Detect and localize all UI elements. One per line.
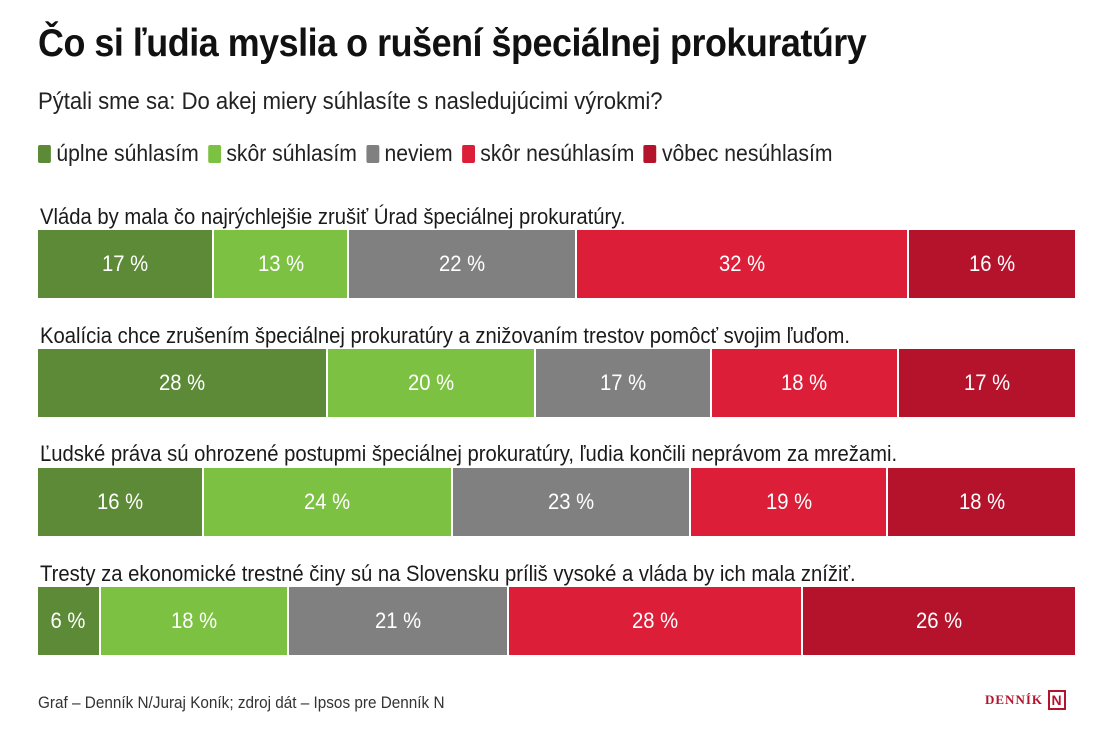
bar-segment: 23 %	[452, 468, 692, 536]
stacked-bar: 16 % 24 % 23 % 19 % 18 %	[38, 468, 1075, 536]
legend: úplne súhlasím skôr súhlasím neviem skôr…	[38, 140, 842, 167]
bar-segment: 16 %	[909, 230, 1075, 298]
legend-swatch	[461, 144, 475, 163]
source-note: Graf – Denník N/Juraj Koník; zdroj dát –…	[38, 693, 445, 712]
bar-segment: 18 %	[100, 587, 290, 655]
data-label: 16 %	[968, 251, 1016, 276]
bar-segment: 24 %	[203, 468, 453, 536]
data-label: 16 %	[96, 489, 144, 514]
data-label: 24 %	[304, 489, 351, 514]
data-label: 21 %	[375, 608, 422, 633]
bar-segment: 32 %	[577, 230, 910, 298]
data-label: 17 %	[599, 370, 646, 395]
bar-segment: 18 %	[712, 349, 899, 417]
bar-segment: 22 %	[349, 230, 578, 298]
data-label: 26 %	[915, 608, 962, 633]
bar-segment: 28 %	[38, 349, 329, 417]
bar-segment: 6 %	[38, 587, 101, 655]
bar-segment: 16 %	[38, 468, 204, 536]
stacked-bar: 17 % 13 % 22 % 32 % 16 %	[38, 230, 1075, 298]
data-label: 13 %	[257, 251, 304, 276]
legend-label: neviem	[384, 140, 453, 166]
stacked-bar: 28 % 20 % 17 % 18 % 17 %	[38, 349, 1075, 417]
bar-segment: 13 %	[214, 230, 350, 298]
legend-swatch	[207, 144, 221, 163]
legend-label: vôbec nesúhlasím	[661, 140, 833, 166]
bar-segment: 20 %	[328, 349, 536, 417]
legend-label: skôr súhlasím	[226, 140, 357, 166]
legend-item-skor-nesuhlasim: skôr nesúhlasím	[461, 140, 635, 167]
chart-title: Čo si ľudia myslia o rušení špeciálnej p…	[38, 22, 867, 65]
legend-item-neviem: neviem	[366, 140, 453, 167]
dennik-n-logo: DENNÍK N	[985, 690, 1067, 710]
question-label: Ľudské práva sú ohrozené postupmi špeciá…	[40, 441, 898, 466]
question-label: Vláda by mala čo najrýchlejšie zrušiť Úr…	[40, 204, 626, 229]
legend-label: úplne súhlasím	[56, 140, 199, 166]
legend-item-skor-suhlasim: skôr súhlasím	[207, 140, 357, 167]
data-label: 23 %	[547, 489, 595, 514]
bar-segment: 17 %	[535, 349, 713, 417]
legend-label: skôr nesúhlasím	[480, 140, 635, 166]
bar-segment: 17 %	[38, 230, 215, 298]
bar-segment: 18 %	[888, 468, 1075, 536]
data-label: 28 %	[631, 608, 679, 633]
logo-text: DENNÍK	[985, 692, 1044, 707]
chart-subtitle: Pýtali sme sa: Do akej miery súhlasíte s…	[38, 88, 663, 115]
data-label: 22 %	[439, 251, 486, 276]
question-label: Koalícia chce zrušením špeciálnej prokur…	[40, 323, 851, 348]
logo-n-icon: N	[1048, 690, 1067, 710]
bar-segment: 28 %	[509, 587, 803, 655]
data-label: 19 %	[765, 489, 812, 514]
legend-swatch	[38, 144, 51, 163]
data-label: 18 %	[171, 608, 218, 633]
data-label: 18 %	[958, 489, 1005, 514]
legend-item-vobec-nesuhlasim: vôbec nesúhlasím	[643, 140, 833, 167]
stacked-bar: 6 % 18 % 21 % 28 % 26 %	[38, 587, 1075, 655]
data-label: 6 %	[50, 608, 86, 633]
legend-swatch	[366, 144, 379, 163]
bar-segment: 21 %	[289, 587, 510, 655]
bar-segment: 19 %	[691, 468, 889, 536]
bar-segment: 26 %	[802, 587, 1075, 655]
data-label: 28 %	[159, 370, 206, 395]
data-label: 17 %	[102, 251, 149, 276]
bar-segment: 17 %	[898, 349, 1075, 417]
data-label: 20 %	[407, 370, 455, 395]
legend-swatch	[643, 144, 657, 163]
legend-item-uplne-suhlasim: úplne súhlasím	[38, 140, 199, 167]
data-label: 32 %	[719, 251, 766, 276]
data-label: 18 %	[781, 370, 828, 395]
data-label: 17 %	[963, 370, 1010, 395]
question-label: Tresty za ekonomické trestné činy sú na …	[40, 561, 856, 586]
